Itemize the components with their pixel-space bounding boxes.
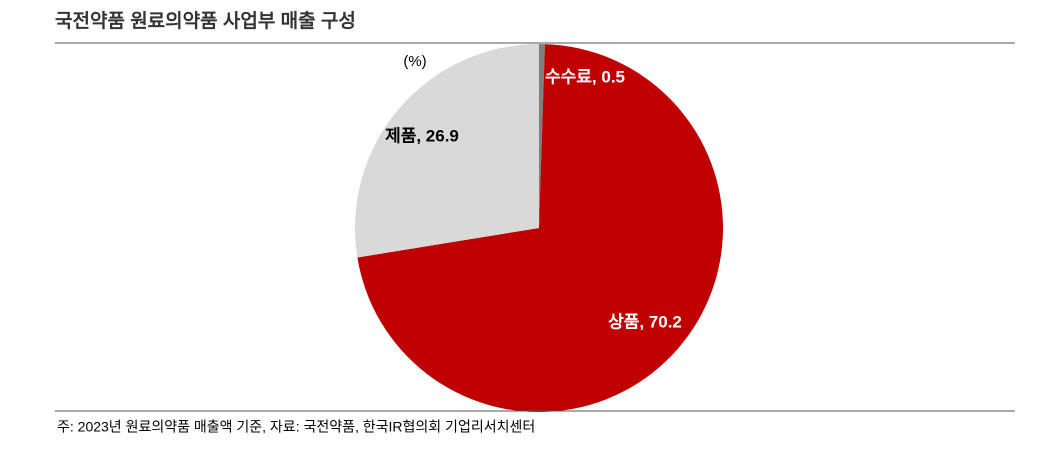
chart-title: 국전약품 원료의약품 사업부 매출 구성 xyxy=(55,10,356,32)
data-label: 수수료, 0.5 xyxy=(545,67,625,86)
footnote: 주: 2023년 원료의약품 매출액 기준, 자료: 국전약품, 한국IR협의회… xyxy=(57,419,535,435)
pie-slice xyxy=(355,44,539,258)
data-label: 제품, 26.9 xyxy=(385,126,459,145)
data-label: 상품, 70.2 xyxy=(608,312,682,331)
pie-slice xyxy=(357,44,723,413)
unit-note: (%) xyxy=(403,53,426,70)
pie xyxy=(355,44,723,413)
pie-slice xyxy=(539,44,545,228)
